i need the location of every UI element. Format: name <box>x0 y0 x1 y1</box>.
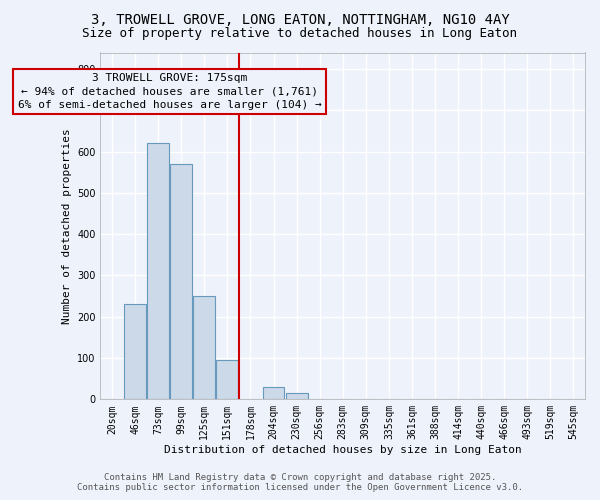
Y-axis label: Number of detached properties: Number of detached properties <box>62 128 71 324</box>
Bar <box>101 398 123 400</box>
X-axis label: Distribution of detached houses by size in Long Eaton: Distribution of detached houses by size … <box>164 445 521 455</box>
Text: 3, TROWELL GROVE, LONG EATON, NOTTINGHAM, NG10 4AY: 3, TROWELL GROVE, LONG EATON, NOTTINGHAM… <box>91 12 509 26</box>
Bar <box>170 164 192 400</box>
Text: 3 TROWELL GROVE: 175sqm
← 94% of detached houses are smaller (1,761)
6% of semi-: 3 TROWELL GROVE: 175sqm ← 94% of detache… <box>18 73 322 110</box>
Bar <box>286 393 308 400</box>
Text: Size of property relative to detached houses in Long Eaton: Size of property relative to detached ho… <box>83 28 517 40</box>
Bar <box>147 144 169 400</box>
Bar <box>193 296 215 400</box>
Bar <box>263 387 284 400</box>
Bar <box>124 304 146 400</box>
Bar <box>217 360 238 400</box>
Text: Contains HM Land Registry data © Crown copyright and database right 2025.
Contai: Contains HM Land Registry data © Crown c… <box>77 473 523 492</box>
Bar <box>308 398 331 400</box>
